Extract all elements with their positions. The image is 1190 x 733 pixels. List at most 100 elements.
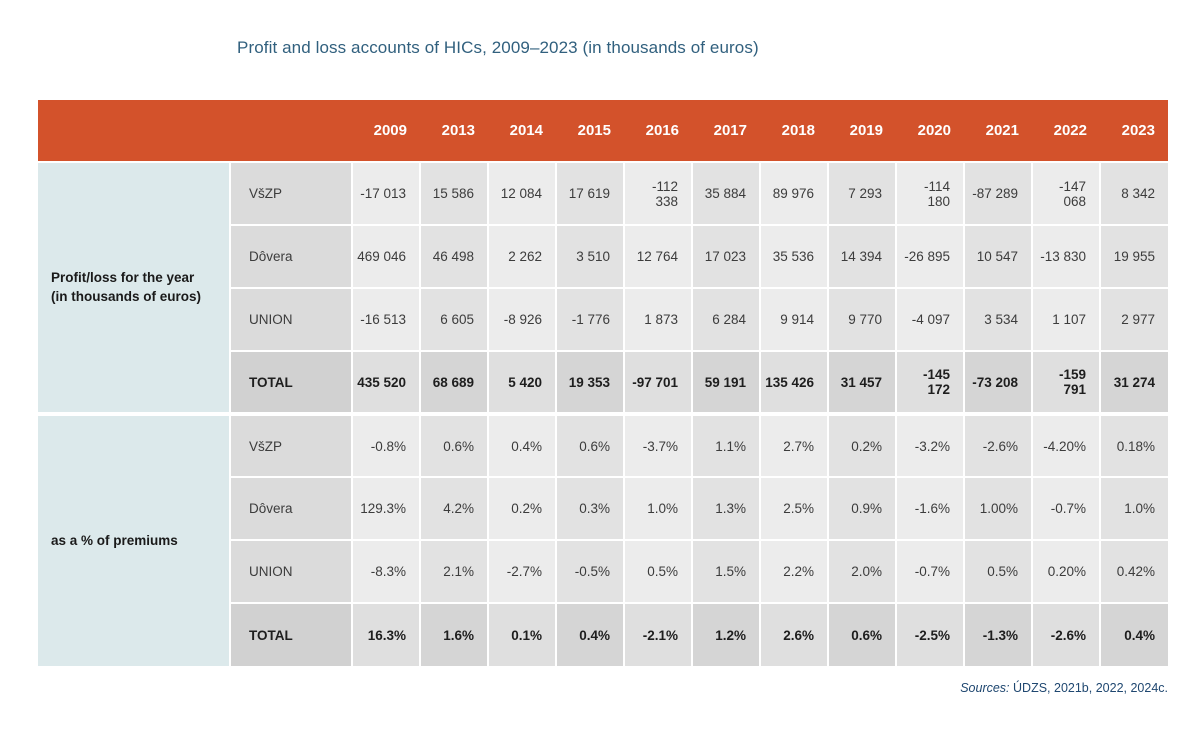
data-cell: 0.4% [1099,602,1168,666]
data-cell: 0.9% [827,476,896,540]
data-cell: 0.5% [963,539,1032,603]
data-cell: -1.3% [963,602,1032,666]
year-header: 2023 [1100,100,1168,162]
data-cell: 2.1% [419,539,488,603]
year-header-row: 2009 2013 2014 2015 2016 2017 2018 2019 … [38,100,1168,162]
sources-label: Sources: [960,681,1010,695]
data-cell: -147 068 [1031,161,1100,225]
data-cell: 469 046 [351,224,420,288]
data-cell: -16 513 [351,287,420,351]
year-header: 2009 [352,100,420,162]
data-cell: -1.6% [895,476,964,540]
data-cell: 435 520 [351,350,420,414]
data-cell: 1.6% [419,602,488,666]
data-cell: 2.5% [759,476,828,540]
sources-note: Sources: ÚDZS, 2021b, 2022, 2024c. [960,681,1168,695]
data-cell: 31 274 [1099,350,1168,414]
data-cell: -2.7% [487,539,556,603]
data-cell: 0.4% [487,412,556,477]
data-cell: -2.6% [963,412,1032,477]
data-cell: 2 977 [1099,287,1168,351]
data-cell: -4 097 [895,287,964,351]
data-cell: 1 107 [1031,287,1100,351]
year-header: 2018 [760,100,828,162]
data-cell: 59 191 [691,350,760,414]
data-cell: 17 619 [555,161,624,225]
data-cell: -0.7% [1031,476,1100,540]
year-header: 2019 [828,100,896,162]
data-cell: 0.20% [1031,539,1100,603]
year-header: 2013 [420,100,488,162]
table-row: as a % of premiums VšZP -0.8% 0.6% 0.4% … [38,412,1168,666]
data-cell: 6 284 [691,287,760,351]
group-label-line2: (in thousands of euros) [51,288,201,304]
row-label: Dôvera [229,476,352,540]
data-cell: 1 873 [623,287,692,351]
data-cell: -0.7% [895,539,964,603]
page-title: Profit and loss accounts of HICs, 2009–2… [237,38,759,57]
data-cell: -97 701 [623,350,692,414]
data-cell: 2.6% [759,602,828,666]
profit-loss-table: 2009 2013 2014 2015 2016 2017 2018 2019 … [38,100,1168,666]
data-cell: -159 791 [1031,350,1100,414]
data-cell: 5 420 [487,350,556,414]
data-cell: 1.5% [691,539,760,603]
data-cell: -1 776 [555,287,624,351]
year-header: 2015 [556,100,624,162]
table-row: Dôvera 129.3% 4.2% 0.2% 0.3% 1.0% 1.3% 2… [38,476,1168,540]
data-cell: -8 926 [487,287,556,351]
data-cell: -0.5% [555,539,624,603]
data-cell: 0.2% [827,412,896,477]
data-cell: 1.0% [1099,476,1168,540]
data-cell: 10 547 [963,224,1032,288]
data-cell: 31 457 [827,350,896,414]
row-label: TOTAL [229,602,352,666]
group-label-line1: as a % of premiums [51,532,178,548]
year-header: 2020 [896,100,964,162]
data-cell: 0.4% [555,602,624,666]
data-cell: -3.7% [623,412,692,477]
group-label: as a % of premiums [38,412,230,666]
data-cell: -73 208 [963,350,1032,414]
data-cell: 0.6% [827,602,896,666]
data-cell: 12 764 [623,224,692,288]
data-cell: 9 914 [759,287,828,351]
data-cell: 6 605 [419,287,488,351]
data-cell: -87 289 [963,161,1032,225]
data-cell: 2 262 [487,224,556,288]
year-header: 2016 [624,100,692,162]
data-cell: 1.2% [691,602,760,666]
table-row: Profit/loss for the year (in thousands o… [38,161,1168,414]
row-label: VšZP [229,412,352,477]
table-row: UNION -8.3% 2.1% -2.7% -0.5% 0.5% 1.5% 2… [38,539,1168,603]
data-cell: 89 976 [759,161,828,225]
data-cell: 3 534 [963,287,1032,351]
data-cell: -0.8% [351,412,420,477]
data-cell: -8.3% [351,539,420,603]
data-cell: 0.6% [555,412,624,477]
data-cell: -112 338 [623,161,692,225]
data-cell: -2.6% [1031,602,1100,666]
data-cell: 19 353 [555,350,624,414]
table-row: Dôvera 469 046 46 498 2 262 3 510 12 764… [38,224,1168,288]
data-cell: -2.5% [895,602,964,666]
row-label: Dôvera [229,224,352,288]
data-cell: 3 510 [555,224,624,288]
year-header: 2021 [964,100,1032,162]
data-cell: -4.20% [1031,412,1100,477]
data-cell: 1.1% [691,412,760,477]
data-cell: 2.2% [759,539,828,603]
data-cell: 17 023 [691,224,760,288]
data-cell: 2.0% [827,539,896,603]
data-cell: 7 293 [827,161,896,225]
data-cell: 35 884 [691,161,760,225]
data-cell: -114 180 [895,161,964,225]
data-cell: 0.42% [1099,539,1168,603]
data-cell: 0.2% [487,476,556,540]
year-header: 2022 [1032,100,1100,162]
data-cell: -26 895 [895,224,964,288]
sources-text: ÚDZS, 2021b, 2022, 2024c. [1013,681,1168,695]
data-cell: 12 084 [487,161,556,225]
group-label-line1: Profit/loss for the year [51,270,195,286]
data-cell: 9 770 [827,287,896,351]
